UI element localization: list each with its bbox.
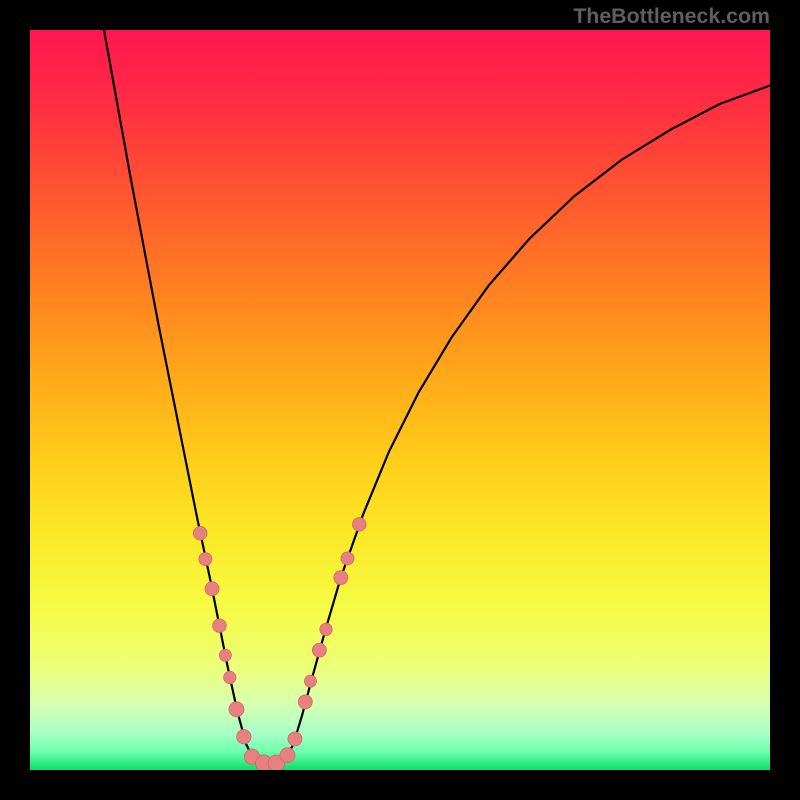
- watermark-text: TheBottleneck.com: [573, 4, 770, 29]
- plot-area: [30, 30, 770, 770]
- chart-container: TheBottleneck.com: [0, 0, 800, 800]
- background-gradient: [30, 30, 770, 770]
